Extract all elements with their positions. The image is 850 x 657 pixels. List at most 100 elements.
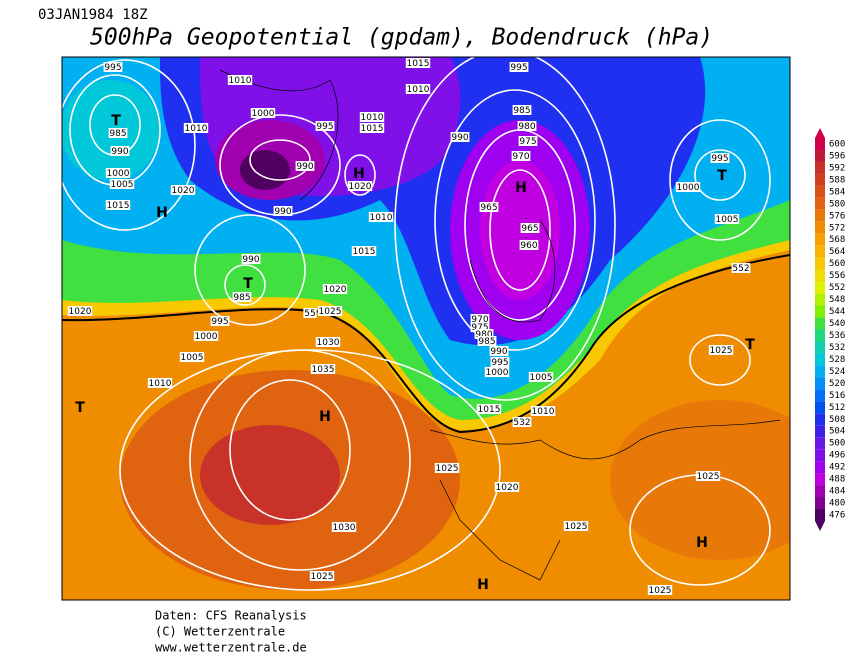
pressure-center: H (477, 577, 489, 593)
isobar-label-bg (479, 202, 499, 212)
isobar-label-bg (511, 151, 531, 161)
isobar-label: 1005 (111, 180, 134, 190)
colorbar-label: 552 (829, 283, 845, 293)
colorbar-cap-top (815, 128, 825, 139)
isobar-label: 985 (478, 337, 495, 347)
colorbar-label: 600 (829, 140, 845, 150)
isobar-label: 1015 (407, 59, 430, 69)
isobar-label-bg (250, 108, 276, 118)
colorbar-cell (815, 449, 825, 462)
colorbar-label: 568 (829, 235, 845, 245)
colorbar-cell (815, 353, 825, 366)
isobar-label: 1015 (361, 124, 384, 134)
isobar-label-bg (110, 146, 130, 156)
isobar-label-bg (714, 214, 740, 224)
isobar-label-bg (227, 75, 253, 85)
isobar-label-bg (563, 521, 589, 531)
isobar-label-bg (708, 345, 734, 355)
colorbar-cell (815, 485, 825, 498)
colorbar-cell (815, 461, 825, 474)
isobar-label: 1010 (532, 407, 555, 417)
colorbar-cap-bottom (815, 520, 825, 531)
isobar-label-bg (232, 292, 252, 302)
colorbar-label: 560 (829, 259, 845, 269)
isobar-label: 1000 (195, 332, 218, 342)
isobar-label-bg (359, 123, 385, 133)
colorbar-cell (815, 221, 825, 234)
isobar-label: 960 (520, 241, 537, 251)
isobar-label-bg (470, 322, 490, 332)
map (62, 57, 790, 600)
colorbar-cell (815, 269, 825, 282)
isobar-label: 995 (711, 154, 728, 164)
isobar-label-bg (530, 406, 556, 416)
isobar-label-bg (351, 246, 377, 256)
colorbar-label: 484 (829, 487, 845, 497)
isobar-label-bg (695, 471, 721, 481)
colorbar-label: 576 (829, 211, 845, 221)
isobar-label: 1020 (496, 483, 519, 493)
isobar-label: 1020 (172, 186, 195, 196)
isobar-label: 1000 (252, 109, 275, 119)
isobar-label-bg (434, 463, 460, 473)
isobar-label-bg (170, 185, 196, 195)
colorbar-cell (815, 425, 825, 438)
colorbar-cell (815, 281, 825, 294)
colorbar-cell (815, 509, 825, 521)
isobar-label-bg (309, 571, 335, 581)
isobar-label-bg (484, 367, 510, 377)
pressure-center: T (745, 337, 755, 353)
colorbar-cell (815, 497, 825, 510)
colorbar-label: 476 (829, 511, 845, 521)
isobar-label: 1005 (181, 353, 204, 363)
colorbar-cell (815, 317, 825, 330)
isobar-label-bg (368, 212, 394, 222)
isobar-label: 1010 (361, 113, 384, 123)
colorbar-label: 516 (829, 391, 845, 401)
colorbar-label: 584 (829, 187, 845, 197)
isobar-label: 1025 (697, 472, 720, 482)
isobar-label: 985 (109, 129, 126, 139)
pressure-center: T (111, 113, 121, 129)
isobar-label: 990 (111, 147, 128, 157)
isobar-label-bg (331, 522, 357, 532)
copyright: (C) Wetterzentrale (155, 625, 285, 639)
isobar-label: 985 (513, 106, 530, 116)
colorbar-label: 544 (829, 307, 845, 317)
colorbar-label: 596 (829, 151, 845, 161)
isobar-label: 1025 (649, 586, 672, 596)
colorbar-label: 496 (829, 451, 845, 461)
colorbar-label: 520 (829, 379, 845, 389)
colorbar-cell (815, 365, 825, 378)
isobar-label-bg (179, 352, 205, 362)
isobar-label-bg (489, 346, 509, 356)
isobar-label-bg (477, 336, 497, 346)
isobar-label-bg (474, 329, 494, 339)
pressure-center: H (319, 409, 331, 425)
isobar-label: 1020 (349, 182, 372, 192)
pressure-center: T (243, 276, 253, 292)
isobar-label-bg (315, 337, 341, 347)
colorbar-label: 548 (829, 295, 845, 305)
colorbar-cell (815, 185, 825, 198)
height-label: 55 (304, 309, 315, 319)
isobar-label-bg (347, 181, 373, 191)
isobar-label: 1020 (69, 307, 92, 317)
colorbar-label: 512 (829, 403, 845, 413)
isobar-label: 970 (471, 315, 488, 325)
isobar-label-bg (359, 112, 385, 122)
isobar-label-bg (147, 378, 173, 388)
isobar-label: 990 (274, 207, 291, 217)
isobar-label-bg (273, 206, 293, 216)
isobar-label-bg (405, 58, 431, 68)
isobar-label: 1000 (677, 183, 700, 193)
isobar-label-bg (67, 306, 93, 316)
colorbar-cell (815, 138, 825, 150)
colorbar-cell (815, 413, 825, 426)
source: Daten: CFS Reanalysis (155, 609, 307, 623)
isobar-label-bg (517, 121, 537, 131)
height-label-bg (303, 308, 317, 318)
isobar-label-bg (108, 128, 128, 138)
colorbar-cell (815, 173, 825, 186)
